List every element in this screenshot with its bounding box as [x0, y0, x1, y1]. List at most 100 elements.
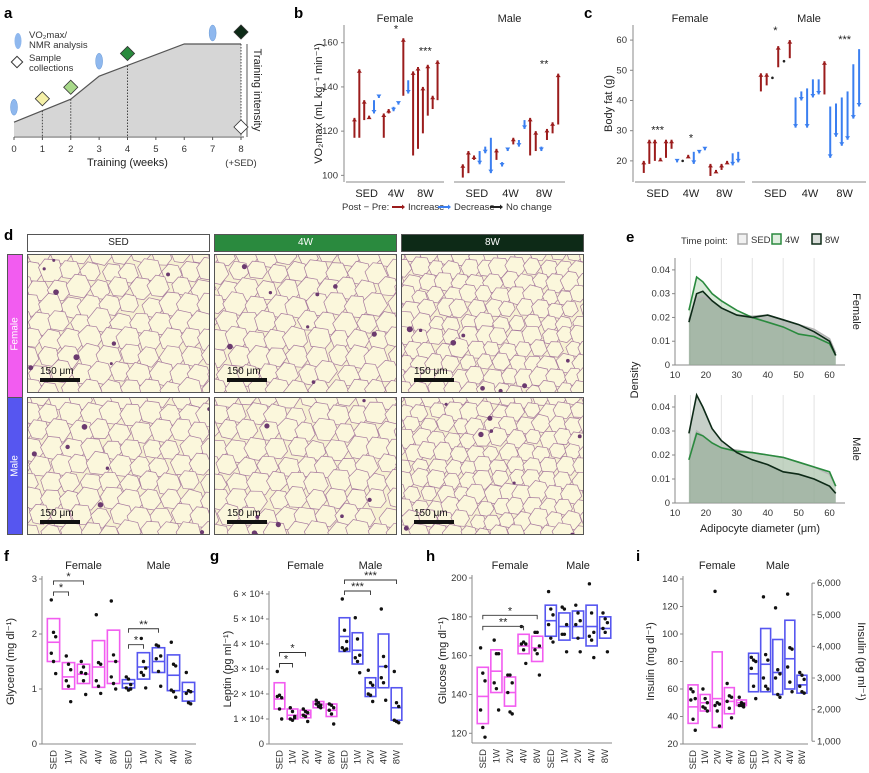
- nucleus: [208, 431, 209, 434]
- adipocyte: [384, 469, 396, 494]
- adipocyte: [76, 486, 101, 511]
- adipocyte: [578, 446, 583, 462]
- data-point: [574, 622, 578, 627]
- data-point: [551, 613, 555, 617]
- data-point: [368, 693, 373, 697]
- y-tick-label: 5 × 10⁴: [233, 614, 264, 625]
- significance-marker: *: [773, 25, 778, 37]
- data-point: [713, 589, 717, 594]
- data-point: [508, 710, 512, 714]
- significance-marker: *: [134, 635, 139, 647]
- arrow-head: [816, 90, 822, 95]
- significance-bracket: [53, 580, 84, 585]
- vo2max-marker: [10, 98, 18, 116]
- sample-diamond: [233, 24, 249, 40]
- nucleus: [444, 402, 448, 406]
- data-point: [340, 646, 344, 650]
- data-point: [589, 638, 594, 642]
- x-tick-label: 8W: [736, 750, 747, 764]
- x-group-label: SED: [764, 188, 787, 200]
- adipocyte: [407, 380, 430, 392]
- data-point: [587, 634, 592, 638]
- nucleus: [53, 289, 59, 296]
- adipocyte: [294, 421, 316, 442]
- x-tick-label: 40: [762, 508, 773, 519]
- adipocyte: [200, 438, 209, 460]
- y-tick-label: 0: [665, 360, 670, 371]
- arrow-head: [856, 103, 862, 107]
- data-point: [705, 701, 710, 705]
- adipocyte: [215, 261, 230, 285]
- data-point: [111, 681, 116, 686]
- legend-title: Time point:: [681, 236, 728, 247]
- panel-label-e: e: [626, 229, 634, 246]
- histology-female-sed: 150 μm: [27, 254, 210, 393]
- nucleus: [461, 333, 466, 338]
- y-tick-label: 160: [451, 651, 467, 662]
- nucleus: [480, 385, 485, 391]
- x-group-label: 4W: [802, 188, 819, 200]
- box: [530, 635, 544, 663]
- box: [503, 676, 517, 707]
- adipocyte: [474, 527, 491, 534]
- box: [598, 616, 612, 639]
- right-y-tick-label: 5,000: [817, 610, 841, 621]
- adipocyte: [509, 468, 527, 486]
- data-point: [355, 637, 360, 641]
- significance-marker: ***: [651, 125, 665, 137]
- column-header-8w: 8W: [401, 234, 584, 252]
- data-point: [703, 696, 707, 701]
- x-tick-label: 2W: [301, 750, 312, 764]
- arrow-head: [400, 38, 406, 42]
- data-point: [749, 655, 754, 660]
- adipocyte-cells: [402, 255, 583, 392]
- arrow-head: [356, 69, 362, 73]
- data-point: [94, 613, 99, 617]
- nucleus: [31, 451, 37, 457]
- nucleus: [315, 292, 320, 297]
- data-point: [533, 648, 537, 652]
- adipocyte: [180, 261, 203, 283]
- significance-marker: *: [508, 605, 513, 617]
- adipocyte: [426, 285, 445, 304]
- adipocyte: [246, 471, 273, 496]
- x-tick-label: SED: [275, 750, 286, 770]
- data-point: [54, 671, 58, 676]
- x-tick-label: 1W: [491, 749, 502, 763]
- x-tick-label: 7: [210, 144, 215, 155]
- nucleus: [362, 399, 366, 403]
- legend-arrowhead: [402, 204, 405, 210]
- right-y-tick-label: 6,000: [817, 578, 841, 589]
- adipocyte: [215, 509, 220, 526]
- adipocyte: [327, 469, 353, 492]
- nucleus: [487, 415, 493, 421]
- significance-bracket: [279, 652, 306, 657]
- x-axis-title: Training (weeks): [87, 157, 168, 169]
- data-point: [66, 684, 71, 688]
- box: [476, 666, 490, 725]
- data-point: [578, 619, 582, 623]
- adipocyte: [336, 398, 357, 407]
- adipocyte: [474, 284, 493, 302]
- data-point: [802, 677, 806, 682]
- nucleus: [227, 343, 233, 350]
- adipocyte: [402, 443, 406, 456]
- facet-title: Male: [797, 13, 821, 25]
- arrow-head: [386, 109, 392, 113]
- data-point: [111, 653, 116, 657]
- x-group-label: 4W: [502, 188, 519, 200]
- data-point: [564, 650, 569, 654]
- data-point: [79, 670, 84, 675]
- data-point: [141, 659, 146, 664]
- x-tick-label: 2W: [712, 750, 723, 764]
- y-axis-title: Training intensity: [251, 49, 263, 132]
- data-point: [384, 698, 388, 702]
- adipocyte: [196, 257, 209, 281]
- y-tick-label: 40: [667, 712, 678, 723]
- data-point: [99, 691, 103, 696]
- adipocyte: [264, 377, 292, 392]
- adipocyte: [246, 402, 271, 426]
- arrow-head: [366, 115, 372, 120]
- panel-label-h: h: [426, 548, 435, 565]
- data-point: [379, 607, 383, 611]
